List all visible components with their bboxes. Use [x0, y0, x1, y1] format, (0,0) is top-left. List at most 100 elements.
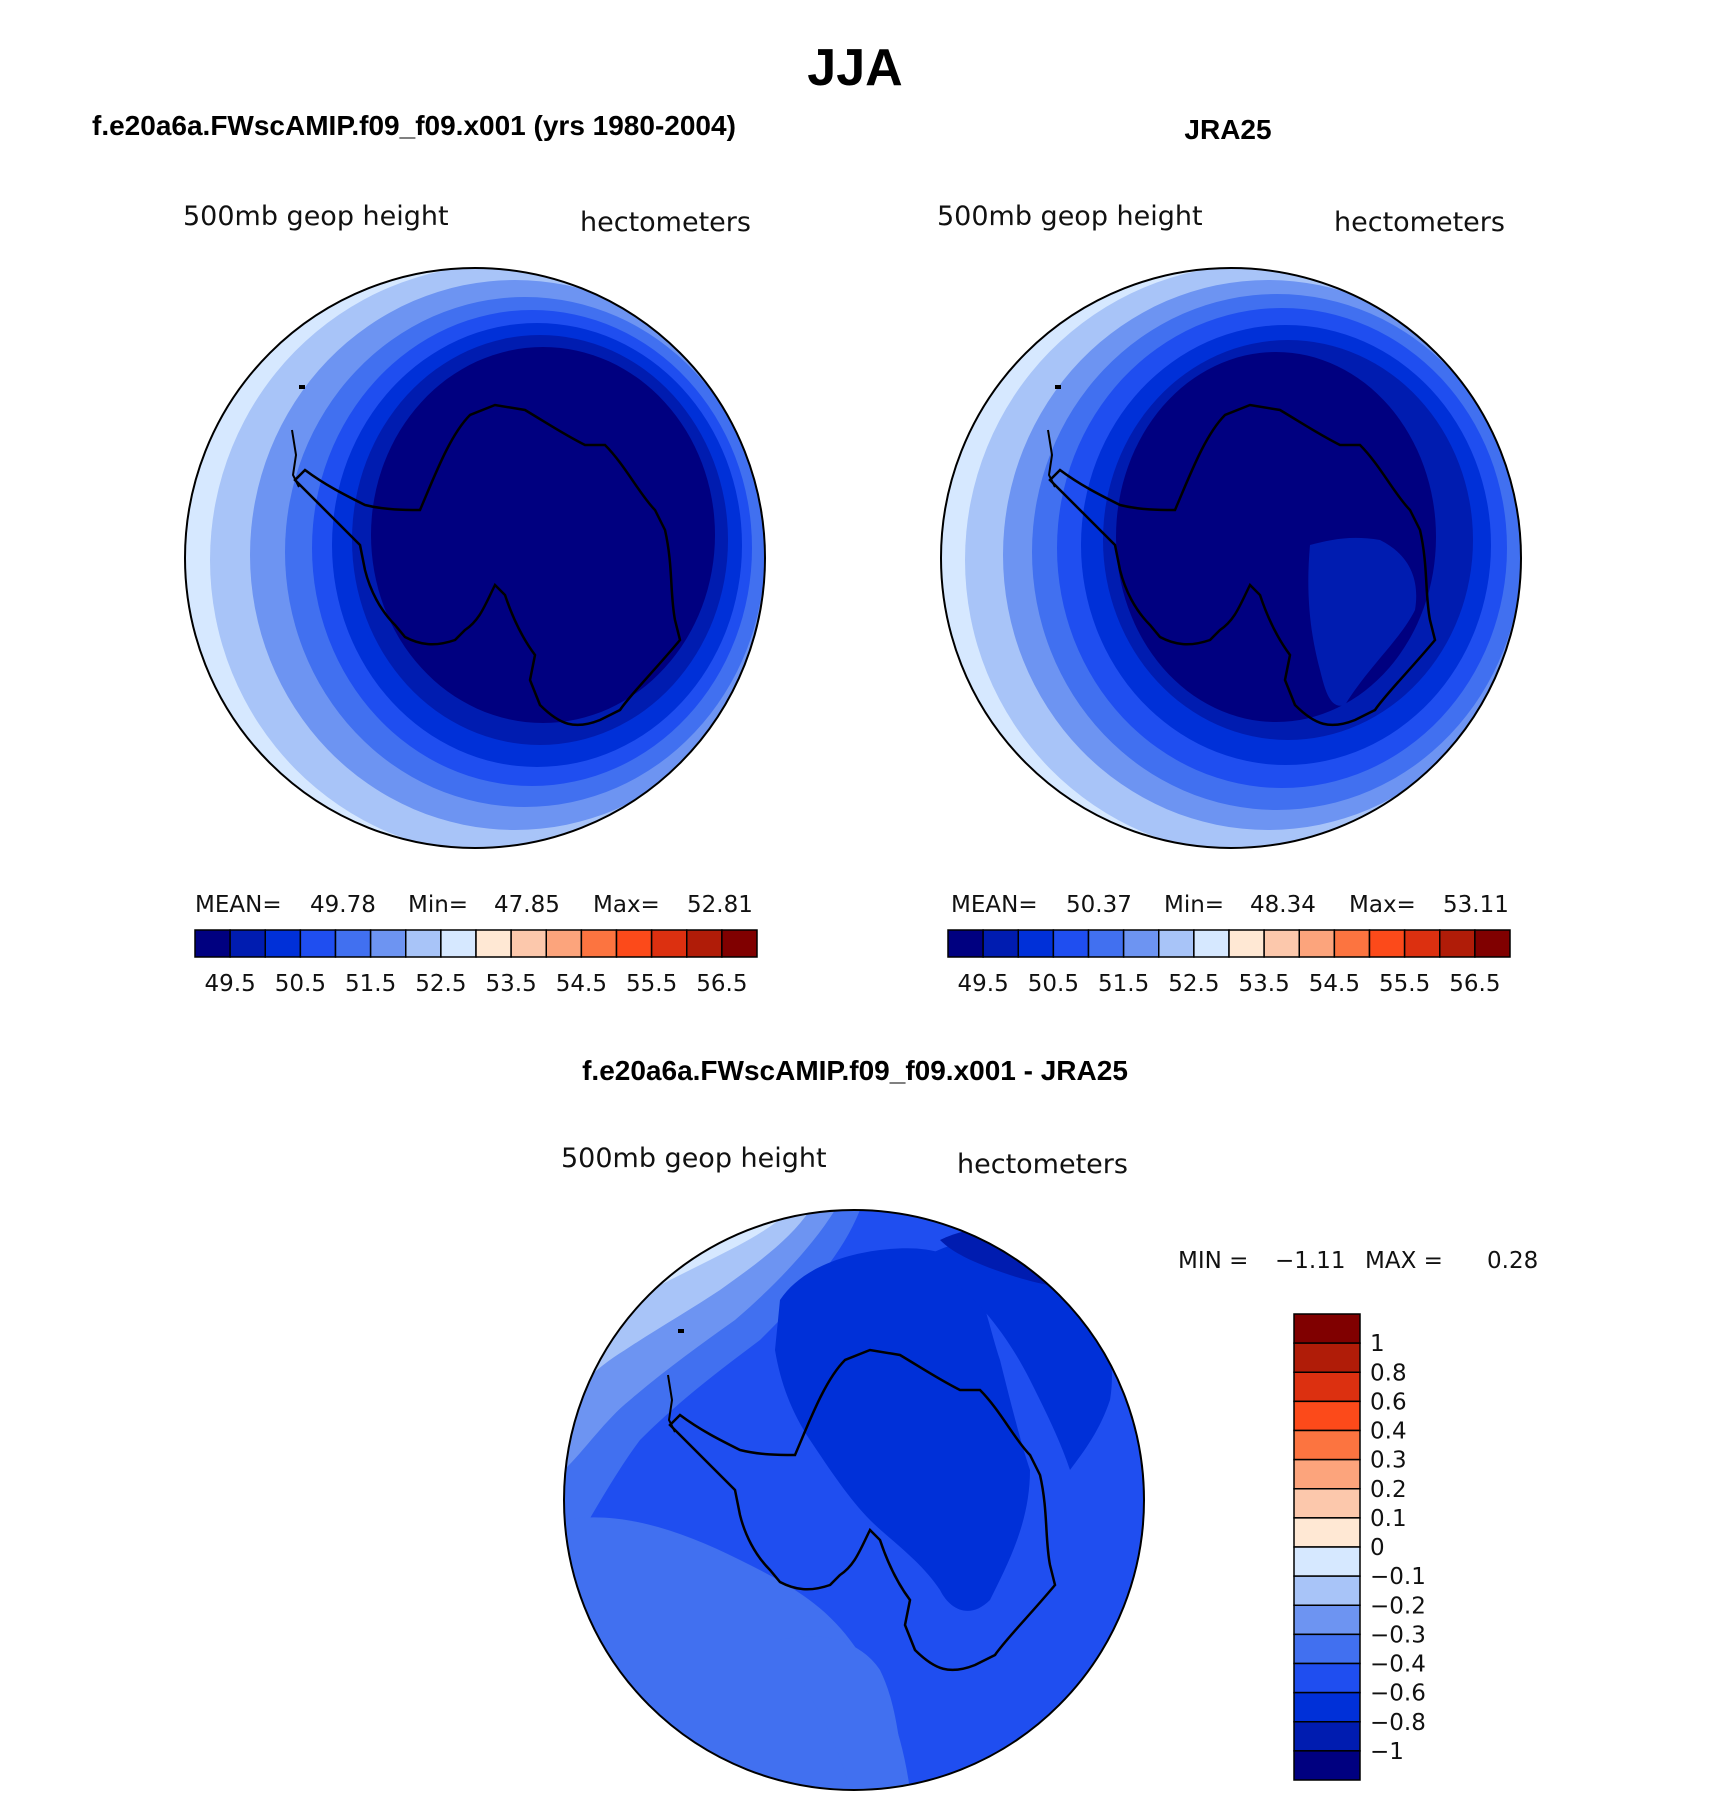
panel-obs-mean-value: 50.37 — [1066, 892, 1132, 918]
panel-obs-mean-label: MEAN= — [951, 892, 1038, 918]
colorbar-swatch — [615, 929, 653, 958]
colorbar-tick-label: 50.5 — [1028, 971, 1079, 997]
panel-model-min-label: Min= — [408, 892, 468, 918]
colorbar-swatch — [1293, 1575, 1361, 1606]
colorbar-swatch — [1122, 929, 1160, 958]
panel-model-max-value: 52.81 — [687, 892, 753, 918]
colorbar-tick-label: 1 — [1370, 1331, 1385, 1357]
panel-diff-variable: 500mb geop height — [561, 1143, 827, 1174]
colorbar-swatch — [229, 929, 266, 958]
colorbar-swatch — [299, 929, 337, 958]
panel-diff-min-label: MIN = — [1178, 1248, 1248, 1274]
colorbar-swatch — [1439, 929, 1476, 958]
panel-obs-units: hectometers — [1334, 207, 1505, 238]
colorbar-swatch — [1158, 929, 1195, 958]
colorbar-swatch — [1333, 929, 1371, 958]
colorbar-swatch — [1293, 1750, 1361, 1781]
colorbar-swatch — [1293, 1721, 1361, 1752]
colorbar-tick-label: 56.5 — [696, 971, 747, 997]
colorbar-swatch — [1293, 1400, 1361, 1432]
colorbar-swatch — [1293, 1633, 1361, 1665]
colorbar-tick-label: 0 — [1370, 1535, 1385, 1561]
colorbar-swatch — [1403, 929, 1441, 958]
panel-model-mean-value: 49.78 — [310, 892, 376, 918]
panel-diff-min-value: −1.11 — [1275, 1248, 1345, 1274]
colorbar-tick-label: 0.8 — [1370, 1360, 1407, 1386]
panel-obs-map — [941, 268, 1521, 848]
colorbar-tick-label: −0.6 — [1370, 1681, 1426, 1707]
colorbar-tick-label: −0.2 — [1370, 1593, 1426, 1619]
colorbar-tick-label: 55.5 — [1379, 971, 1430, 997]
panel-diff-max-value: 0.28 — [1487, 1248, 1538, 1274]
colorbar-tick-label: −0.3 — [1370, 1622, 1426, 1648]
colorbar-swatch — [1087, 929, 1125, 958]
panel-obs: JRA25 500mb geop height hectometers MEAN… — [937, 114, 1522, 997]
colorbar-swatch — [982, 929, 1019, 958]
colorbar-swatch — [1293, 1488, 1361, 1519]
colorbar-tick-label: 54.5 — [556, 971, 607, 997]
colorbar-swatch — [194, 929, 231, 958]
colorbar-swatch — [650, 929, 688, 958]
panel-model-map-border — [184, 267, 766, 849]
panel-obs-max-value: 53.11 — [1443, 892, 1509, 918]
panel-obs-min-value: 48.34 — [1250, 892, 1316, 918]
panel-obs-colorbar: 49.5 50.5 51.5 52.5 53.5 54.5 55.5 56.5 — [947, 929, 1511, 997]
panel-model-title: f.e20a6a.FWscAMIP.f09_f09.x001 (yrs 1980… — [92, 110, 736, 141]
panel-diff: f.e20a6a.FWscAMIP.f09_f09.x001 - JRA25 5… — [561, 1055, 1538, 1791]
colorbar-swatch — [1293, 1691, 1361, 1723]
colorbar-swatch — [686, 929, 723, 958]
panel-obs-max-label: Max= — [1349, 892, 1416, 918]
colorbar-tick-label: 51.5 — [345, 971, 396, 997]
colorbar-swatch — [1228, 929, 1265, 958]
colorbar-tick-label: 53.5 — [486, 971, 537, 997]
colorbar-tick-label: 0.6 — [1370, 1389, 1407, 1415]
panel-obs-title: JRA25 — [1184, 114, 1271, 145]
colorbar-tick-label: 49.5 — [205, 971, 256, 997]
colorbar-tick-label: −0.4 — [1370, 1652, 1426, 1678]
colorbar-swatch — [1293, 1429, 1361, 1461]
panel-diff-map-border — [563, 1209, 1145, 1791]
colorbar-swatch — [1193, 929, 1230, 958]
colorbar-swatch — [405, 929, 442, 958]
panel-model-units: hectometers — [580, 207, 751, 238]
colorbar-swatch — [1293, 1313, 1361, 1344]
panel-model-map — [185, 268, 765, 848]
colorbar-swatch — [1293, 1458, 1361, 1490]
colorbar-swatch — [264, 929, 302, 958]
colorbar-tick-label: 51.5 — [1098, 971, 1149, 997]
colorbar-swatch — [1293, 1662, 1361, 1694]
panel-obs-min-label: Min= — [1164, 892, 1224, 918]
colorbar-tick-label: 52.5 — [1168, 971, 1219, 997]
colorbar-swatch — [1293, 1342, 1361, 1373]
panel-obs-variable: 500mb geop height — [937, 201, 1203, 232]
colorbar-swatch — [1017, 929, 1055, 958]
panel-diff-units: hectometers — [957, 1149, 1128, 1180]
colorbar-tick-label: 0.3 — [1370, 1448, 1407, 1474]
colorbar-swatch — [510, 929, 547, 958]
colorbar-tick-label: −0.8 — [1370, 1710, 1426, 1736]
colorbar-swatch — [1293, 1517, 1361, 1548]
colorbar-tick-label: 56.5 — [1449, 971, 1500, 997]
colorbar-tick-label: −0.1 — [1370, 1564, 1426, 1590]
colorbar-tick-label: 49.5 — [958, 971, 1009, 997]
panel-model-max-label: Max= — [593, 892, 660, 918]
panel-diff-colorbar: 1 0.8 0.6 0.4 0.3 0.2 0.1 0 −0.1 −0.2 −0.3 −0.4 −0.6… — [1293, 1313, 1426, 1781]
figure-title: JJA — [807, 39, 902, 97]
colorbar-tick-label: 54.5 — [1309, 971, 1360, 997]
panel-model: f.e20a6a.FWscAMIP.f09_f09.x001 (yrs 1980… — [92, 110, 766, 997]
panel-diff-max-label: MAX = — [1365, 1248, 1443, 1274]
colorbar-swatch — [1368, 929, 1406, 958]
colorbar-swatch — [580, 929, 618, 958]
colorbar-swatch — [1293, 1371, 1361, 1403]
colorbar-swatch — [545, 929, 583, 958]
panel-diff-title: f.e20a6a.FWscAMIP.f09_f09.x001 - JRA25 — [582, 1055, 1128, 1086]
colorbar-swatch — [1052, 929, 1090, 958]
colorbar-tick-label: 0.1 — [1370, 1506, 1407, 1532]
colorbar-tick-label: 0.2 — [1370, 1477, 1407, 1503]
colorbar-swatch — [947, 929, 984, 958]
panel-model-colorbar: 49.5 50.5 51.5 52.5 53.5 54.5 55.5 56.5 — [194, 929, 758, 997]
colorbar-swatch — [1263, 929, 1300, 958]
colorbar-tick-label: 0.4 — [1370, 1419, 1407, 1445]
colorbar-swatch — [334, 929, 372, 958]
